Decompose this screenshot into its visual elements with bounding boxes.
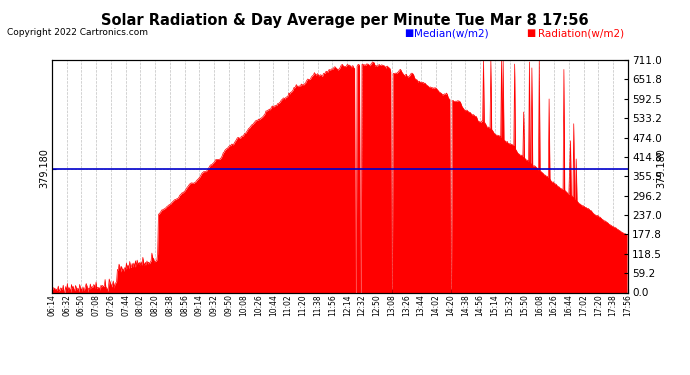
Text: ■: ■ (526, 28, 535, 38)
Text: Radiation(w/m2): Radiation(w/m2) (538, 28, 624, 38)
Text: 379.180: 379.180 (657, 148, 667, 189)
Text: ■: ■ (404, 28, 413, 38)
Text: Median(w/m2): Median(w/m2) (414, 28, 489, 38)
Text: Copyright 2022 Cartronics.com: Copyright 2022 Cartronics.com (7, 28, 148, 37)
Text: Solar Radiation & Day Average per Minute Tue Mar 8 17:56: Solar Radiation & Day Average per Minute… (101, 13, 589, 28)
